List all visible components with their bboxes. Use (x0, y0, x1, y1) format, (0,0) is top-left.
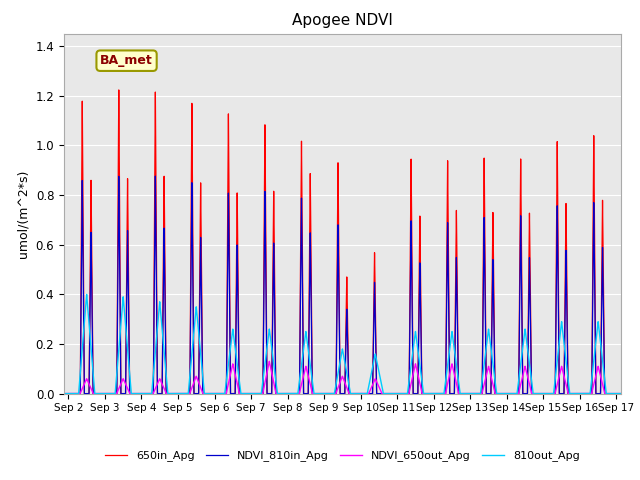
NDVI_650out_Apg (418, 388, 426, 394)
Y-axis label: umol/(m^2*s): umol/(m^2*s) (17, 169, 30, 258)
650in_Apg (617, 391, 625, 396)
Line: 650in_Apg: 650in_Apg (64, 90, 621, 394)
650in_Apg (418, 354, 426, 360)
NDVI_810in_Apg (418, 364, 426, 370)
NDVI_810in_Apg (324, 391, 332, 396)
810out_Apg (199, 374, 207, 380)
NDVI_810in_Apg (459, 391, 467, 396)
NDVI_810in_Apg (397, 391, 404, 396)
Text: BA_met: BA_met (100, 54, 153, 67)
650in_Apg (397, 391, 404, 396)
Line: NDVI_810in_Apg: NDVI_810in_Apg (64, 176, 621, 394)
810out_Apg (581, 391, 589, 396)
NDVI_650out_Apg (397, 391, 404, 396)
NDVI_650out_Apg (60, 391, 68, 396)
Legend: 650in_Apg, NDVI_810in_Apg, NDVI_650out_Apg, 810out_Apg: 650in_Apg, NDVI_810in_Apg, NDVI_650out_A… (100, 446, 584, 466)
NDVI_650out_Apg (324, 391, 332, 396)
NDVI_810in_Apg (60, 391, 68, 396)
NDVI_650out_Apg (459, 391, 467, 396)
650in_Apg (115, 87, 123, 93)
NDVI_810in_Apg (152, 173, 159, 179)
650in_Apg (60, 391, 68, 396)
650in_Apg (324, 391, 332, 396)
810out_Apg (83, 291, 90, 297)
Line: 810out_Apg: 810out_Apg (64, 294, 621, 394)
NDVI_810in_Apg (581, 391, 589, 396)
810out_Apg (418, 375, 426, 381)
NDVI_810in_Apg (199, 391, 207, 396)
Title: Apogee NDVI: Apogee NDVI (292, 13, 393, 28)
810out_Apg (617, 391, 625, 396)
NDVI_650out_Apg (617, 391, 625, 396)
Line: NDVI_650out_Apg: NDVI_650out_Apg (64, 361, 621, 394)
NDVI_810in_Apg (617, 391, 625, 396)
NDVI_650out_Apg (266, 359, 273, 364)
810out_Apg (60, 391, 68, 396)
650in_Apg (199, 391, 207, 396)
810out_Apg (324, 391, 332, 396)
NDVI_650out_Apg (581, 391, 589, 396)
810out_Apg (397, 391, 404, 396)
650in_Apg (459, 391, 467, 396)
810out_Apg (459, 391, 467, 396)
NDVI_650out_Apg (199, 391, 207, 396)
650in_Apg (581, 391, 589, 396)
